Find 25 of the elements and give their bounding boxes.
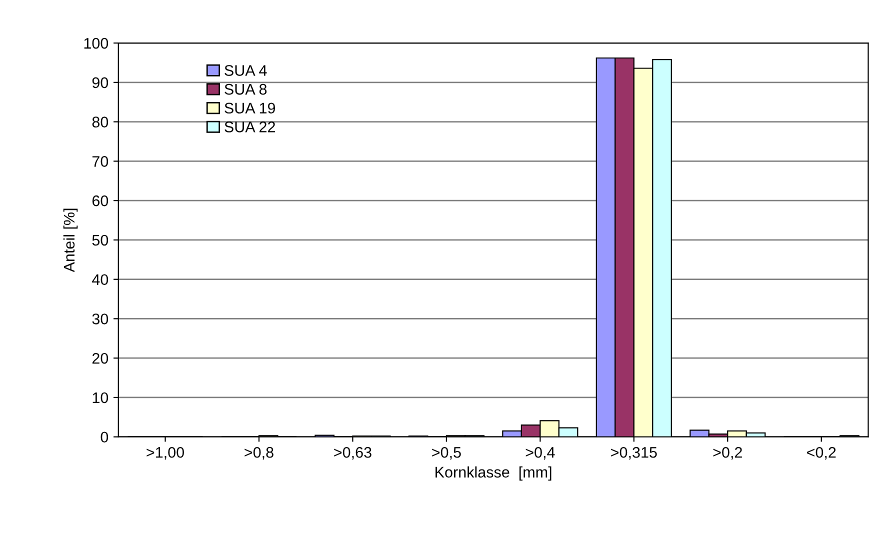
x-tick-label: <0,2 bbox=[807, 446, 836, 460]
x-tick-label: >0,8 bbox=[244, 446, 274, 460]
x-tick-label: >0,5 bbox=[432, 446, 461, 460]
y-tick-label: 100 bbox=[84, 38, 108, 49]
x-tick-label: >0,4 bbox=[526, 446, 555, 460]
x-tick-label: >0,63 bbox=[334, 446, 372, 460]
y-axis-title: Anteil [%] bbox=[63, 208, 78, 272]
x-tick-label: >1,00 bbox=[146, 446, 184, 460]
y-tick-label: 0 bbox=[100, 432, 108, 443]
x-tick-label: >0,2 bbox=[713, 446, 742, 460]
y-tick-label: 60 bbox=[92, 195, 108, 206]
y-tick-label: 90 bbox=[92, 77, 108, 88]
x-axis-title: Kornklasse [mm] bbox=[436, 466, 552, 481]
y-tick-label: 30 bbox=[92, 314, 108, 324]
x-tick-label: >0,315 bbox=[611, 446, 657, 460]
y-tick-label: 50 bbox=[92, 234, 108, 246]
legend-label: SUA 8 bbox=[224, 84, 267, 95]
y-tick-label: 80 bbox=[92, 116, 108, 128]
y-tick-label: 40 bbox=[92, 274, 108, 286]
y-tick-label: 10 bbox=[92, 392, 108, 404]
legend-label: SUA 22 bbox=[224, 122, 275, 132]
y-tick-label: 70 bbox=[92, 156, 108, 167]
legend-label: SUA 19 bbox=[224, 102, 276, 114]
y-tick-label: 20 bbox=[92, 352, 108, 364]
legend-label: SUA 4 bbox=[224, 65, 267, 76]
